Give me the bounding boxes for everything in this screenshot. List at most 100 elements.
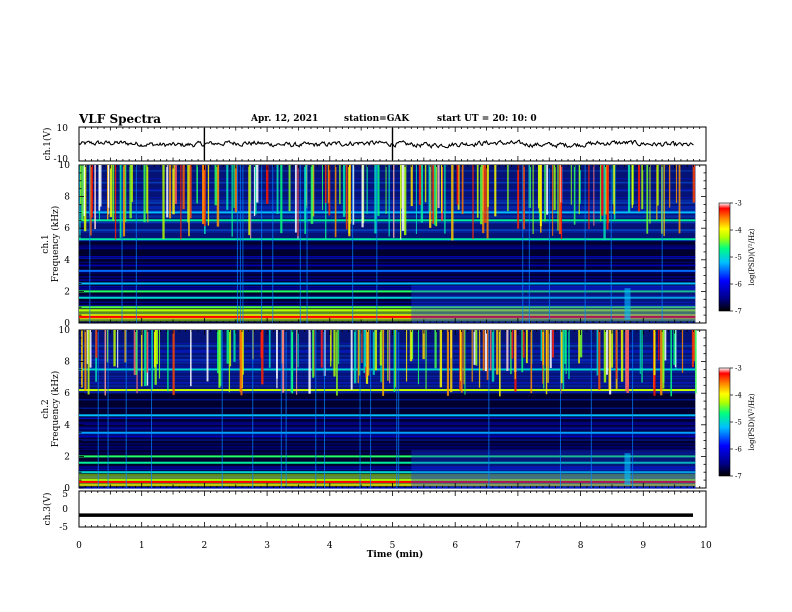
sferic-streak <box>388 165 390 237</box>
sferic-streak <box>143 165 146 223</box>
x-tick-label: 2 <box>202 541 208 551</box>
spectrogram-noise-row <box>79 446 696 448</box>
ch1-ylabel: ch.1(V) <box>42 128 53 161</box>
spectrogram-band <box>79 368 696 371</box>
spectrogram-lf-line <box>79 480 696 483</box>
sferic-streak <box>641 165 644 210</box>
sferic-streak <box>98 165 101 211</box>
sferic-streak <box>517 165 520 229</box>
sferic-streak <box>631 165 633 208</box>
sferic-streak <box>312 330 315 378</box>
ch2-colorbar <box>718 367 731 477</box>
sferic-streak <box>472 165 474 240</box>
sferic-streak <box>393 165 395 238</box>
spectrogram-noise-row <box>79 248 696 250</box>
sferic-streak <box>151 330 153 389</box>
sferic-streak <box>107 165 110 208</box>
spectrogram-noise-row <box>79 423 696 425</box>
spectrogram-late-enhancement <box>411 450 696 488</box>
sferic-streak <box>484 330 488 372</box>
spectrogram-lf-line <box>79 315 696 318</box>
spectrogram-noise-row <box>79 285 696 288</box>
sferic-streak <box>350 330 353 390</box>
sferic-streak <box>637 165 641 212</box>
spectrogram-lf-band <box>79 473 696 487</box>
sferic-streak <box>538 165 541 214</box>
spectrogram-noise-row <box>79 272 696 274</box>
y-tick-label: 8 <box>64 193 70 203</box>
spectrogram-band <box>79 431 696 434</box>
spectrogram-noise-row <box>79 279 696 281</box>
spectrogram-noise-row <box>79 247 696 249</box>
station-label: station=GAK <box>344 114 410 124</box>
spectrogram-band <box>79 389 696 392</box>
sferic-streak <box>657 165 659 206</box>
sferic-streak <box>216 165 220 227</box>
sferic-streak <box>521 330 524 373</box>
x-tick-label: 3 <box>264 541 270 551</box>
spectrogram-noise-row <box>79 279 696 282</box>
sferic-streak <box>350 165 352 224</box>
y-tick-label: 2 <box>64 287 70 297</box>
sferic-streak <box>510 330 512 375</box>
sferic-streak <box>218 330 221 388</box>
spectrogram-noise-row <box>79 417 696 419</box>
sferic-streak <box>91 165 93 218</box>
sferic-streak <box>240 330 243 396</box>
spectrogram-noise-row <box>79 261 696 263</box>
sferic-streak <box>268 330 271 368</box>
spectrogram-noise-row <box>79 452 696 454</box>
ch2-freq-ylabel: Frequency (kHz) <box>50 371 61 448</box>
sferic-streak <box>560 330 563 384</box>
sferic-streak <box>81 330 83 388</box>
spectrogram-noise-row <box>79 276 696 278</box>
sferic-streak <box>480 165 483 225</box>
sferic-streak <box>389 330 391 384</box>
sferic-streak <box>522 330 525 358</box>
sferic-streak <box>476 165 479 218</box>
spectrogram-band <box>79 290 696 293</box>
sferic-streak <box>345 165 348 230</box>
sferic-streak <box>608 330 611 391</box>
sferic-streak <box>187 165 189 223</box>
ch3-ytick-neg5: -5 <box>59 523 68 533</box>
sferic-streak <box>456 165 459 205</box>
sferic-streak <box>357 330 359 384</box>
sferic-streak <box>420 165 424 223</box>
sferic-streak <box>482 165 485 234</box>
sferic-streak <box>570 165 572 205</box>
sferic-streak <box>129 165 132 219</box>
sferic-streak <box>491 330 495 382</box>
spectrogram-noise-row <box>79 240 696 242</box>
sferic-streak-full <box>396 330 398 488</box>
y-tick-label: 10 <box>59 161 71 171</box>
sferic-streak <box>461 165 464 215</box>
sferic-streak <box>415 165 417 234</box>
sferic-streak <box>80 165 82 205</box>
sferic-streak <box>203 165 206 227</box>
sferic-streak-full <box>236 165 238 323</box>
ch1-ytick-neg10: -10 <box>54 155 69 165</box>
sferic-streak <box>547 330 549 383</box>
spectrogram-band <box>79 219 696 222</box>
sferic-streak <box>114 165 117 240</box>
sferic-streak <box>367 330 370 376</box>
y-tick-label: 2 <box>64 452 70 462</box>
sferic-streak-full <box>221 330 223 488</box>
ch2-freq-ylabel-top: ch.2 <box>41 399 51 418</box>
sferic-streak <box>405 330 408 382</box>
ch2-spectrogram <box>79 330 697 489</box>
sferic-streak <box>437 165 440 209</box>
sferic-streak <box>174 165 177 204</box>
sferic-streak <box>276 330 278 389</box>
spectrogram-noise-row <box>79 428 696 430</box>
sferic-streak <box>124 330 127 363</box>
sferic-streak <box>605 165 608 215</box>
sferic-streak <box>507 165 509 212</box>
sferic-streak <box>544 165 546 222</box>
sferic-streak-full <box>398 330 400 488</box>
sferic-streak <box>144 330 147 387</box>
sferic-streak <box>321 165 324 211</box>
ch1-freq-ylabel: Frequency (kHz) <box>50 206 61 283</box>
sferic-streak <box>310 165 314 224</box>
